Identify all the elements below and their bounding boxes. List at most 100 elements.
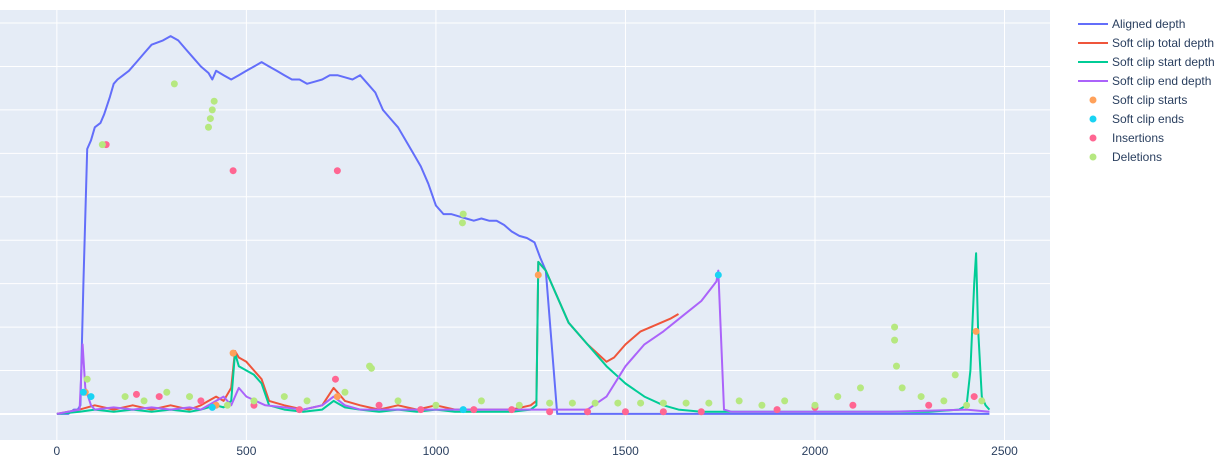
point-insertions <box>925 401 933 409</box>
point-deletions <box>458 219 466 227</box>
legend-swatch <box>1089 115 1097 123</box>
x-tick-label: 2500 <box>991 444 1018 458</box>
point-soft-clip-ends <box>208 403 216 411</box>
point-insertions <box>546 408 554 416</box>
legend-label: Aligned depth <box>1112 17 1185 31</box>
point-deletions <box>98 141 106 149</box>
legend-swatch <box>1089 153 1097 161</box>
point-deletions <box>856 384 864 392</box>
legend-item-soft-clip-ends[interactable]: Soft clip ends <box>1089 112 1185 126</box>
point-deletions <box>206 115 214 123</box>
legend-item-soft-clip-start-depth[interactable]: Soft clip start depth <box>1078 55 1215 69</box>
point-deletions <box>223 401 231 409</box>
point-insertions <box>155 393 163 401</box>
point-deletions <box>250 397 258 405</box>
legend-label: Insertions <box>1112 131 1164 145</box>
point-deletions <box>963 401 971 409</box>
legend-label: Soft clip end depth <box>1112 74 1211 88</box>
legend-swatch <box>1089 96 1097 104</box>
point-deletions <box>568 399 576 407</box>
point-deletions <box>210 97 218 105</box>
point-deletions <box>705 399 713 407</box>
plot-background <box>0 10 1050 440</box>
x-tick-label: 2000 <box>802 444 829 458</box>
point-deletions <box>208 106 216 114</box>
point-deletions <box>204 123 212 131</box>
legend-swatch <box>1089 134 1097 142</box>
legend-item-soft-clip-end-depth[interactable]: Soft clip end depth <box>1078 74 1211 88</box>
point-deletions <box>758 401 766 409</box>
point-deletions <box>477 397 485 405</box>
legend-item-aligned-depth[interactable]: Aligned depth <box>1078 17 1185 31</box>
legend-label: Soft clip start depth <box>1112 55 1215 69</box>
x-tick-label: 0 <box>54 444 61 458</box>
point-deletions <box>834 393 842 401</box>
point-deletions <box>394 397 402 405</box>
x-tick-label: 1500 <box>612 444 639 458</box>
point-insertions <box>849 401 857 409</box>
legend-label: Soft clip ends <box>1112 112 1184 126</box>
point-deletions <box>83 375 91 383</box>
series-line-aligned-depth <box>56 35 990 415</box>
point-insertions <box>508 406 516 414</box>
point-deletions <box>781 397 789 405</box>
point-deletions <box>891 336 899 344</box>
point-deletions <box>515 401 523 409</box>
point-deletions <box>811 401 819 409</box>
point-insertions <box>621 408 629 416</box>
point-insertions <box>970 393 978 401</box>
point-deletions <box>682 399 690 407</box>
legend-item-insertions[interactable]: Insertions <box>1089 131 1165 145</box>
point-insertions <box>697 408 705 416</box>
point-insertions <box>295 406 303 414</box>
point-deletions <box>614 399 622 407</box>
point-deletions <box>170 80 178 88</box>
point-insertions <box>331 375 339 383</box>
point-deletions <box>951 371 959 379</box>
point-deletions <box>917 393 925 401</box>
point-deletions <box>186 393 194 401</box>
plot-area <box>56 35 991 416</box>
point-soft-clip-starts <box>229 349 237 357</box>
point-deletions <box>140 397 148 405</box>
point-deletions <box>978 397 986 405</box>
x-tick-label: 500 <box>236 444 256 458</box>
point-deletions <box>121 393 129 401</box>
legend-item-soft-clip-total-depth[interactable]: Soft clip total depth <box>1078 36 1214 50</box>
point-deletions <box>898 384 906 392</box>
point-deletions <box>591 399 599 407</box>
legend: Aligned depth Soft clip total depth Soft c… <box>1078 17 1215 164</box>
point-deletions <box>459 210 467 218</box>
point-insertions <box>197 397 205 405</box>
legend-item-deletions[interactable]: Deletions <box>1089 150 1163 164</box>
point-insertions <box>417 406 425 414</box>
point-insertions <box>132 390 140 398</box>
point-deletions <box>892 362 900 370</box>
point-deletions <box>891 323 899 331</box>
point-deletions <box>303 397 311 405</box>
point-soft-clip-starts <box>333 393 341 401</box>
point-insertions <box>333 167 341 175</box>
point-deletions <box>940 397 948 405</box>
point-insertions <box>773 406 781 414</box>
point-soft-clip-ends <box>79 388 87 396</box>
legend-item-soft-clip-starts[interactable]: Soft clip starts <box>1089 93 1188 107</box>
point-soft-clip-starts <box>534 271 542 279</box>
point-soft-clip-ends <box>714 271 722 279</box>
grid-lines <box>0 10 1050 440</box>
point-deletions <box>367 364 375 372</box>
point-deletions <box>546 399 554 407</box>
point-deletions <box>432 401 440 409</box>
legend-label: Soft clip total depth <box>1112 36 1214 50</box>
point-deletions <box>341 388 349 396</box>
point-insertions <box>375 401 383 409</box>
point-soft-clip-ends <box>459 406 467 414</box>
legend-label: Deletions <box>1112 150 1162 164</box>
x-axis-ticks: 0 500 1000 1500 2000 2500 <box>54 444 1019 458</box>
point-deletions <box>280 393 288 401</box>
point-deletions <box>637 399 645 407</box>
legend-label: Soft clip starts <box>1112 93 1187 107</box>
point-deletions <box>735 397 743 405</box>
point-insertions <box>470 406 478 414</box>
